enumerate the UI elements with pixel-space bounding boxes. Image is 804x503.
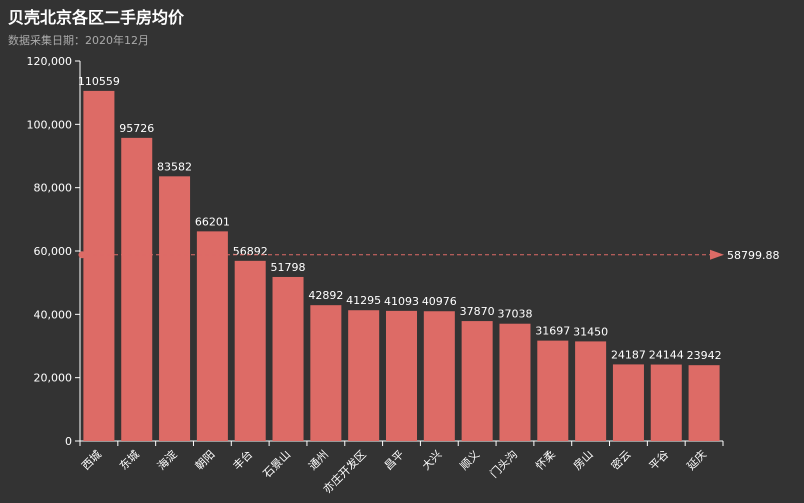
bar-value-label: 110559: [78, 75, 120, 88]
y-tick-label: 60,000: [34, 245, 73, 258]
chart-title: 贝壳北京各区二手房均价: [8, 8, 185, 27]
chart-subtitle: 数据采集日期：2020年12月: [8, 34, 149, 47]
bar-value-label: 37038: [497, 308, 532, 321]
bar-value-label: 31697: [535, 325, 570, 338]
x-category-label: 大兴: [419, 447, 444, 472]
x-category-label: 房山: [571, 448, 596, 473]
x-category-label: 通州: [306, 448, 331, 473]
bar[interactable]: [499, 323, 531, 441]
bar[interactable]: [537, 340, 569, 441]
average-line-start-marker: [78, 251, 86, 259]
bar[interactable]: [196, 231, 228, 441]
bar[interactable]: [272, 276, 304, 441]
bar[interactable]: [423, 311, 455, 441]
bar[interactable]: [650, 364, 682, 441]
y-tick-label: 20,000: [34, 372, 73, 385]
x-category-label: 顺义: [458, 448, 483, 473]
x-category-label: 西城: [79, 448, 104, 473]
bar-value-label: 31450: [573, 325, 608, 338]
x-category-label: 平谷: [647, 448, 672, 473]
x-category-label: 丰台: [230, 447, 255, 472]
x-category-label: 朝阳: [193, 448, 218, 473]
average-line-arrow: [710, 249, 724, 260]
bar-value-label: 66201: [195, 215, 230, 228]
bar[interactable]: [461, 321, 493, 441]
bar[interactable]: [575, 341, 607, 441]
bar-value-label: 40976: [422, 295, 457, 308]
y-tick-label: 0: [65, 435, 72, 448]
bar-value-label: 41093: [384, 295, 419, 308]
bar[interactable]: [234, 260, 266, 441]
x-category-label: 延庆: [684, 447, 709, 472]
x-category-label: 怀柔: [533, 448, 558, 473]
y-axis: 0 20,000 40,000 60,000 80,000 100,000 120,000: [27, 55, 81, 448]
bar-value-label: 56892: [233, 245, 268, 258]
x-category-label: 密云: [608, 447, 633, 472]
average-value-label: 58799.88: [727, 249, 780, 262]
bar[interactable]: [612, 364, 644, 441]
x-category-label: 昌平: [382, 448, 407, 473]
bar-value-label: 41295: [346, 294, 381, 307]
bar[interactable]: [385, 310, 418, 441]
bar[interactable]: [83, 90, 115, 442]
bar[interactable]: [310, 305, 342, 441]
bar-value-label: 83582: [157, 160, 192, 173]
bar-value-label: 24144: [649, 349, 684, 362]
x-category-label: 海淀: [154, 447, 179, 472]
y-tick-label: 100,000: [27, 118, 73, 131]
bar[interactable]: [159, 176, 191, 441]
bar-value-label: 24187: [611, 348, 646, 361]
bar[interactable]: [688, 365, 720, 441]
bar-value-label: 42892: [308, 289, 343, 302]
bar[interactable]: [121, 137, 153, 441]
y-tick-label: 40,000: [34, 308, 73, 321]
bar[interactable]: [348, 310, 380, 441]
x-category-label: 石景山: [261, 448, 294, 481]
x-category-label: 东城: [117, 448, 142, 473]
bar-value-label: 51798: [271, 261, 306, 274]
bar-value-label: 23942: [687, 349, 722, 362]
y-tick-label: 120,000: [27, 55, 73, 68]
x-category-label: 门头沟: [487, 447, 520, 480]
bar-value-label: 95726: [119, 122, 154, 135]
y-tick-label: 80,000: [34, 182, 73, 195]
bar-value-label: 37870: [460, 305, 495, 318]
average-line: 58799.88: [78, 249, 780, 262]
